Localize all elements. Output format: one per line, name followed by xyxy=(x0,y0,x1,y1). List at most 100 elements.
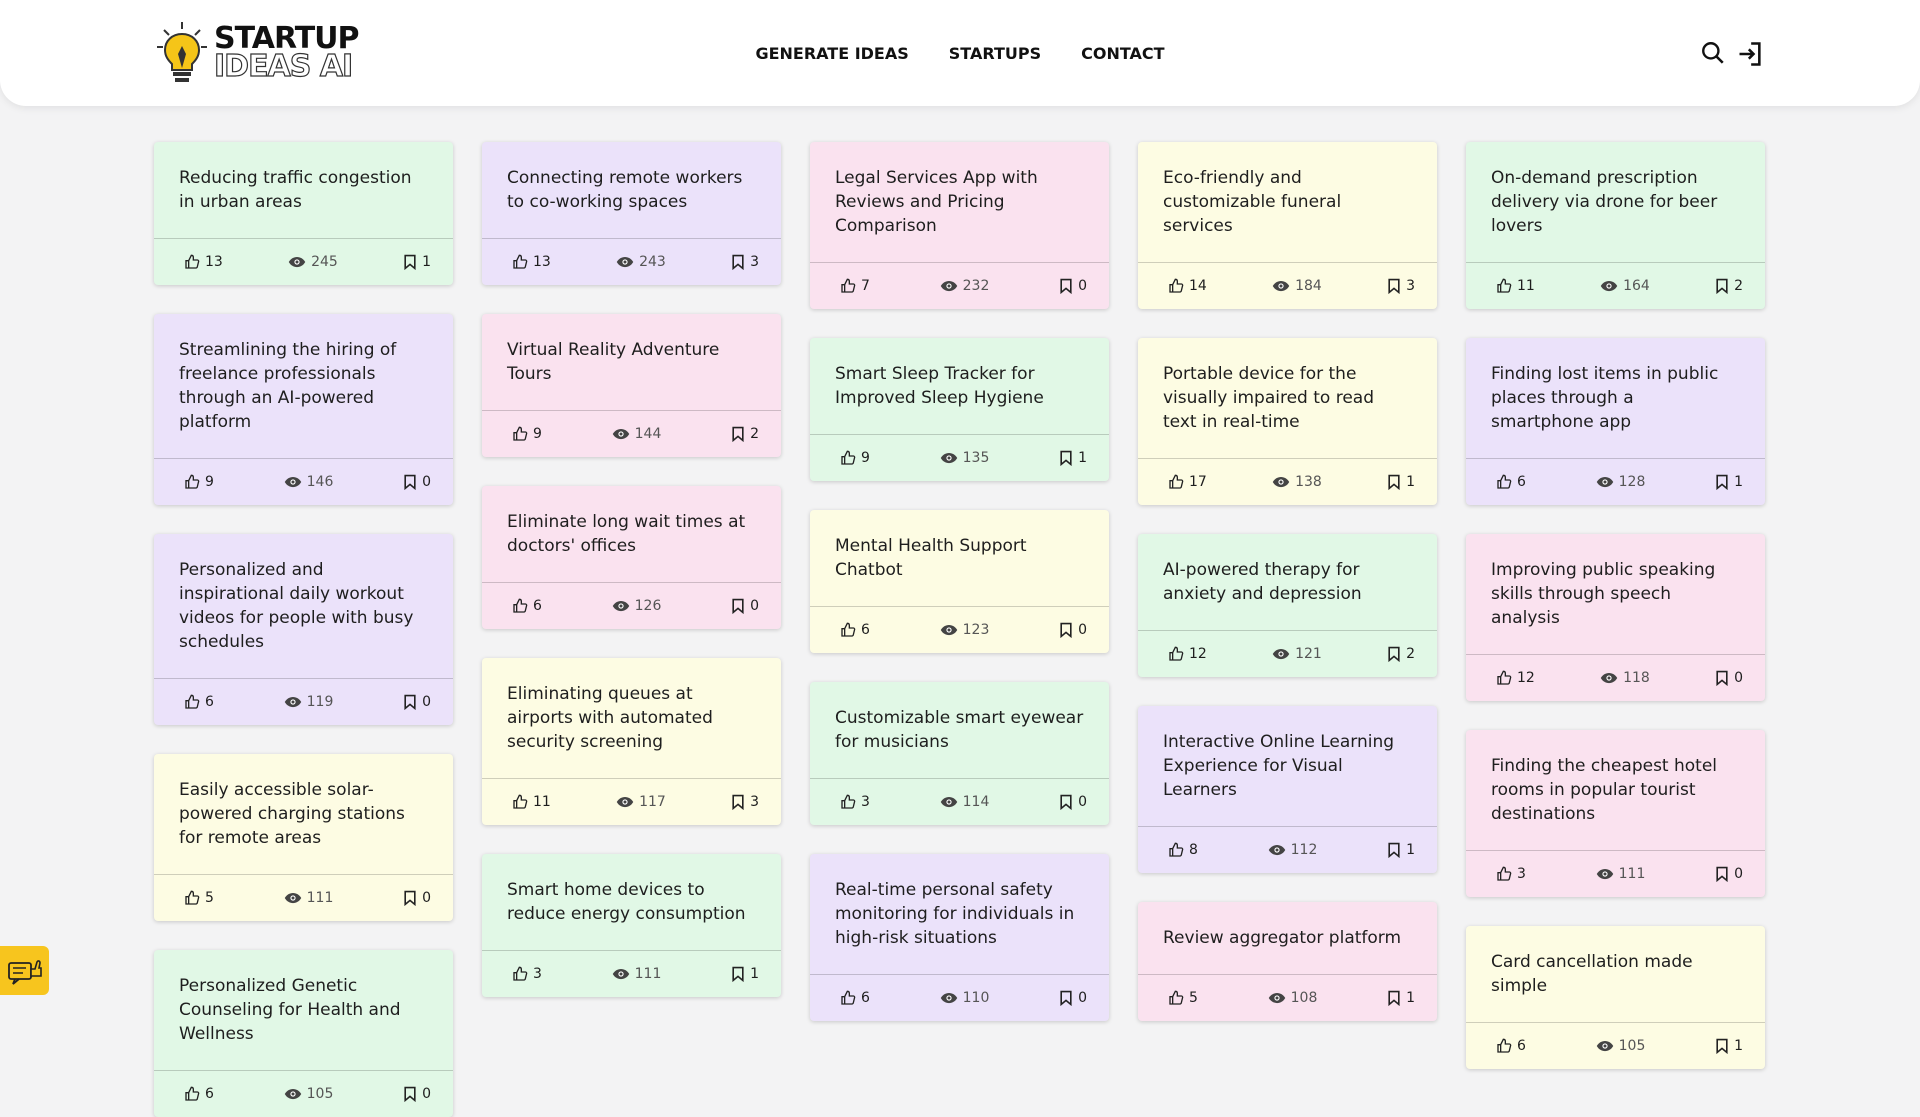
likes-stat[interactable]: 6 xyxy=(1496,1038,1526,1054)
saves-stat[interactable]: 2 xyxy=(1387,646,1415,662)
likes-stat[interactable]: 3 xyxy=(840,794,870,810)
nav-link[interactable]: STARTUPS xyxy=(948,44,1042,63)
likes-stat[interactable]: 13 xyxy=(184,254,223,270)
idea-card[interactable]: AI-powered therapy for anxiety and depre… xyxy=(1138,534,1437,677)
saves-stat[interactable]: 2 xyxy=(1715,278,1743,294)
idea-card[interactable]: Finding the cheapest hotel rooms in popu… xyxy=(1466,730,1765,897)
likes-stat[interactable]: 8 xyxy=(1168,842,1198,858)
idea-card[interactable]: Eliminating queues at airports with auto… xyxy=(482,658,781,825)
logo[interactable]: STARTUP IDEAS AI xyxy=(154,20,360,86)
saves-count: 0 xyxy=(1078,794,1087,810)
idea-card[interactable]: Card cancellation made simple 6 105 1 xyxy=(1466,926,1765,1069)
idea-card[interactable]: Connecting remote workers to co-working … xyxy=(482,142,781,285)
saves-icon xyxy=(732,598,744,614)
idea-card[interactable]: Streamlining the hiring of freelance pro… xyxy=(154,314,453,505)
saves-stat[interactable]: 1 xyxy=(731,966,759,982)
feedback-button[interactable] xyxy=(0,946,49,995)
likes-stat[interactable]: 3 xyxy=(1496,866,1526,882)
likes-stat[interactable]: 11 xyxy=(512,794,551,810)
likes-stat[interactable]: 9 xyxy=(840,450,870,466)
views-stat: 245 xyxy=(288,254,338,270)
likes-stat[interactable]: 17 xyxy=(1168,474,1207,490)
nav: GENERATE IDEAS STARTUPS CONTACT xyxy=(0,44,1920,63)
saves-stat[interactable]: 0 xyxy=(1059,278,1087,294)
likes-icon xyxy=(1169,842,1184,857)
idea-card[interactable]: Virtual Reality Adventure Tours 9 144 2 xyxy=(482,314,781,457)
card-footer: 6 105 0 xyxy=(154,1070,453,1117)
idea-card[interactable]: Reducing traffic congestion in urban are… xyxy=(154,142,453,285)
likes-icon xyxy=(1497,278,1512,293)
card-footer: 12 121 2 xyxy=(1138,630,1437,677)
likes-stat[interactable]: 9 xyxy=(512,426,542,442)
views-icon xyxy=(612,600,629,612)
saves-stat[interactable]: 1 xyxy=(1059,450,1087,466)
likes-stat[interactable]: 6 xyxy=(1496,474,1526,490)
idea-card[interactable]: On-demand prescription delivery via dron… xyxy=(1466,142,1765,309)
likes-stat[interactable]: 6 xyxy=(512,598,542,614)
views-count: 243 xyxy=(639,254,666,270)
saves-stat[interactable]: 0 xyxy=(403,1086,431,1102)
idea-card[interactable]: Mental Health Support Chatbot 6 123 0 xyxy=(810,510,1109,653)
saves-stat[interactable]: 1 xyxy=(403,254,431,270)
likes-stat[interactable]: 9 xyxy=(184,474,214,490)
saves-stat[interactable]: 3 xyxy=(1387,278,1415,294)
idea-card[interactable]: Eliminate long wait times at doctors' of… xyxy=(482,486,781,629)
search-icon[interactable] xyxy=(1700,40,1726,66)
idea-card[interactable]: Real-time personal safety monitoring for… xyxy=(810,854,1109,1021)
nav-link[interactable]: GENERATE IDEAS xyxy=(755,44,909,63)
saves-stat[interactable]: 0 xyxy=(1059,622,1087,638)
likes-stat[interactable]: 6 xyxy=(840,622,870,638)
likes-stat[interactable]: 11 xyxy=(1496,278,1535,294)
saves-stat[interactable]: 1 xyxy=(1715,474,1743,490)
likes-stat[interactable]: 7 xyxy=(840,278,870,294)
saves-stat[interactable]: 1 xyxy=(1387,474,1415,490)
saves-stat[interactable]: 0 xyxy=(403,694,431,710)
idea-card[interactable]: Portable device for the visually impaire… xyxy=(1138,338,1437,505)
idea-card[interactable]: Improving public speaking skills through… xyxy=(1466,534,1765,701)
idea-card[interactable]: Customizable smart eyewear for musicians… xyxy=(810,682,1109,825)
likes-stat[interactable]: 13 xyxy=(512,254,551,270)
saves-stat[interactable]: 1 xyxy=(1715,1038,1743,1054)
idea-card[interactable]: Easily accessible solar-powered charging… xyxy=(154,754,453,921)
saves-stat[interactable]: 3 xyxy=(731,794,759,810)
likes-stat[interactable]: 6 xyxy=(184,694,214,710)
views-stat: 105 xyxy=(284,1086,333,1102)
likes-stat[interactable]: 12 xyxy=(1168,646,1207,662)
saves-count: 3 xyxy=(1406,278,1415,294)
idea-card[interactable]: Smart Sleep Tracker for Improved Sleep H… xyxy=(810,338,1109,481)
idea-card[interactable]: Smart home devices to reduce energy cons… xyxy=(482,854,781,997)
views-icon xyxy=(940,992,957,1004)
idea-card[interactable]: Eco-friendly and customizable funeral se… xyxy=(1138,142,1437,309)
likes-stat[interactable]: 6 xyxy=(840,990,870,1006)
idea-card[interactable]: Review aggregator platform 5 108 1 xyxy=(1138,902,1437,1021)
likes-stat[interactable]: 5 xyxy=(1168,990,1198,1006)
views-stat: 135 xyxy=(940,450,989,466)
saves-stat[interactable]: 0 xyxy=(1715,670,1743,686)
idea-card[interactable]: Personalized Genetic Counseling for Heal… xyxy=(154,950,453,1117)
saves-stat[interactable]: 0 xyxy=(403,474,431,490)
likes-stat[interactable]: 3 xyxy=(512,966,542,982)
idea-card[interactable]: Legal Services App with Reviews and Pric… xyxy=(810,142,1109,309)
saves-stat[interactable]: 0 xyxy=(1059,794,1087,810)
saves-stat[interactable]: 0 xyxy=(1715,866,1743,882)
likes-stat[interactable]: 5 xyxy=(184,890,214,906)
saves-stat[interactable]: 1 xyxy=(1387,842,1415,858)
nav-link[interactable]: CONTACT xyxy=(1081,44,1165,63)
likes-stat[interactable]: 6 xyxy=(184,1086,214,1102)
saves-stat[interactable]: 1 xyxy=(1387,990,1415,1006)
views-icon xyxy=(612,428,629,440)
views-icon xyxy=(940,624,957,636)
saves-stat[interactable]: 0 xyxy=(1059,990,1087,1006)
saves-stat[interactable]: 2 xyxy=(731,426,759,442)
saves-stat[interactable]: 3 xyxy=(731,254,759,270)
idea-card[interactable]: Personalized and inspirational daily wor… xyxy=(154,534,453,725)
login-icon[interactable] xyxy=(1736,40,1764,68)
idea-card[interactable]: Finding lost items in public places thro… xyxy=(1466,338,1765,505)
views-stat: 243 xyxy=(616,254,666,270)
idea-card[interactable]: Interactive Online Learning Experience f… xyxy=(1138,706,1437,873)
likes-stat[interactable]: 12 xyxy=(1496,670,1535,686)
saves-stat[interactable]: 0 xyxy=(731,598,759,614)
likes-stat[interactable]: 14 xyxy=(1168,278,1207,294)
likes-count: 13 xyxy=(533,254,551,270)
saves-stat[interactable]: 0 xyxy=(403,890,431,906)
